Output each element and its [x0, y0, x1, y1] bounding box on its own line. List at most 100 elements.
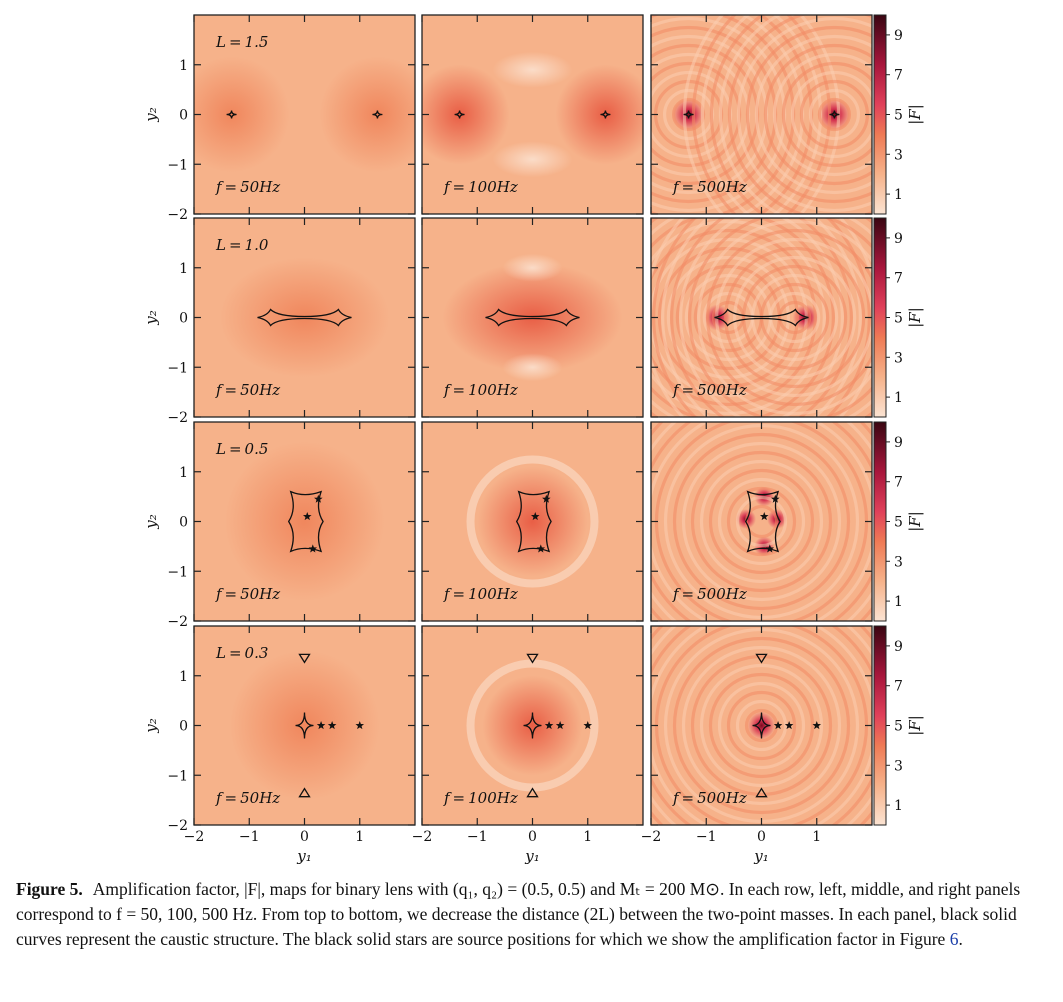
source-star — [759, 512, 769, 521]
source-star — [784, 721, 794, 730]
colorbar-label: |F| — [906, 104, 924, 125]
colorbar-tick-label: 3 — [894, 350, 903, 366]
x-tick-label: −2 — [641, 829, 662, 845]
frequency-label: f = 500Hz — [672, 381, 747, 399]
source-star — [542, 494, 551, 503]
colorbar-tick-label: 1 — [894, 390, 903, 406]
caption-label: Figure 5. — [16, 879, 83, 899]
frequency-label: f = 500Hz — [672, 178, 747, 196]
caustic-curve — [515, 490, 552, 553]
x-tick-label: 1 — [812, 829, 821, 845]
x-tick-label: 0 — [757, 829, 766, 845]
panel-r2-c3: f = 500Hz — [650, 217, 873, 418]
source-star — [544, 721, 554, 730]
panel-r3-c1: L = 0.5 f = 50Hz 1 0 −1 −2 y₂ — [142, 421, 416, 630]
source-star — [765, 544, 775, 553]
panel-r4-c2: f = 100Hz −2 −1 0 1 y₁ — [412, 625, 644, 865]
y-axis-label: y₂ — [142, 310, 160, 326]
figure-caption: Figure 5. Amplification factor, |F|, maps… — [16, 877, 1052, 952]
colorbar-tick-label: 7 — [894, 475, 903, 491]
colorbar-row-1: 9 7 5 3 1 |F| — [873, 14, 924, 215]
source-star — [771, 494, 780, 503]
colorbar-tick-label: 3 — [894, 758, 903, 774]
colorbar-row-2: 9 7 5 3 1 |F| — [873, 217, 924, 418]
frequency-label: f = 100Hz — [443, 585, 518, 603]
panel-r1-c3: f = 500Hz — [650, 14, 873, 215]
x-tick-label: −1 — [467, 829, 488, 845]
y-tick-label: −2 — [167, 410, 188, 426]
colorbar-tick-label: 7 — [894, 271, 903, 287]
separation-label: L = 0.5 — [215, 440, 268, 458]
y-tick-label: −1 — [167, 768, 188, 784]
caustic-curve — [295, 653, 314, 798]
colorbar-tick-label: 5 — [894, 719, 903, 735]
caption-text: Amplification factor, |F|, maps for bina… — [16, 879, 1021, 949]
source-star — [536, 544, 546, 553]
y-tick-label: 0 — [179, 311, 188, 327]
panel-r3-c3: f = 500Hz — [650, 421, 873, 622]
colorbar-tick-label: 9 — [894, 435, 903, 451]
x-tick-label: 0 — [300, 829, 309, 845]
x-tick-label: −2 — [184, 829, 205, 845]
caustic-curve — [683, 110, 840, 119]
x-tick-label: −1 — [239, 829, 260, 845]
colorbar-tick-label: 1 — [894, 594, 903, 610]
frequency-label: f = 100Hz — [443, 381, 518, 399]
caustic-curve — [257, 308, 352, 327]
y-tick-label: 1 — [179, 261, 188, 277]
colorbar-tick-label: 5 — [894, 515, 903, 531]
separation-label: L = 0.3 — [215, 644, 268, 662]
caustic-curve — [226, 110, 383, 119]
x-tick-label: 0 — [528, 829, 537, 845]
caption-figure-ref[interactable]: 6 — [949, 929, 959, 949]
colorbar-tick-label: 7 — [894, 68, 903, 84]
panel-r4-c3: f = 500Hz −2 −1 0 1 y₁ — [641, 625, 873, 865]
x-axis-label: y₁ — [296, 847, 312, 865]
panels-layer: L = 1.5 f = 50Hz 1 0 −1 −2 y₂ f = 100Hz f = 500H… — [142, 14, 873, 865]
caustic-curve — [752, 653, 771, 798]
map-background — [651, 422, 872, 621]
y-axis-label: y₂ — [142, 107, 160, 123]
x-axis-label: y₁ — [524, 847, 540, 865]
y-tick-label: −1 — [167, 157, 188, 173]
caustic-curve — [287, 490, 324, 553]
y-tick-label: −2 — [167, 207, 188, 223]
colorbar-tick-label: 5 — [894, 108, 903, 124]
y-tick-label: 1 — [179, 58, 188, 74]
colorbar-tick-label: 7 — [894, 679, 903, 695]
caustic-curve — [454, 110, 611, 119]
source-star — [812, 721, 822, 730]
y-axis-label: y₂ — [142, 514, 160, 530]
y-tick-label: 0 — [179, 108, 188, 124]
x-tick-label: −2 — [412, 829, 433, 845]
figure-5-panels: L = 1.5 f = 50Hz 1 0 −1 −2 y₂ f = 100Hz f = 500H… — [142, 14, 924, 865]
source-star — [530, 512, 540, 521]
caustic-curve — [714, 308, 809, 327]
y-tick-label: 1 — [179, 669, 188, 685]
source-star — [555, 721, 565, 730]
y-tick-label: 0 — [179, 719, 188, 735]
colorbar-tick-label: 3 — [894, 554, 903, 570]
source-star — [327, 721, 337, 730]
x-axis-label: y₁ — [753, 847, 769, 865]
colorbar-label: |F| — [906, 511, 924, 532]
y-axis-label: y₂ — [142, 718, 160, 734]
colorbar-tick-label: 5 — [894, 311, 903, 327]
y-tick-label: 1 — [179, 465, 188, 481]
frequency-label: f = 50Hz — [215, 585, 280, 603]
caustic-curve — [485, 308, 580, 327]
colorbars-layer: 9 7 5 3 1 |F| 9 7 5 3 1 |F| 9 7 5 3 1 |F| 9 7 5 3 1 |F| — [873, 14, 924, 826]
source-star — [302, 512, 312, 521]
colorbar-tick-label: 1 — [894, 798, 903, 814]
panel-r4-c1: L = 0.3 f = 50Hz 1 0 −1 −2 y₂ −2 −1 0 1 y₁ — [142, 625, 416, 865]
x-tick-label: 1 — [583, 829, 592, 845]
frequency-label: f = 500Hz — [672, 789, 747, 807]
y-tick-label: 0 — [179, 515, 188, 531]
source-star — [316, 721, 326, 730]
colorbar-row-3: 9 7 5 3 1 |F| — [873, 421, 924, 622]
panel-r2-c2: f = 100Hz — [421, 217, 644, 418]
colorbar-tick-label: 9 — [894, 28, 903, 44]
colorbar-label: |F| — [906, 715, 924, 736]
panel-r1-c2: f = 100Hz — [421, 14, 644, 215]
panel-r2-c1: L = 1.0 f = 50Hz 1 0 −1 −2 y₂ — [142, 217, 416, 426]
